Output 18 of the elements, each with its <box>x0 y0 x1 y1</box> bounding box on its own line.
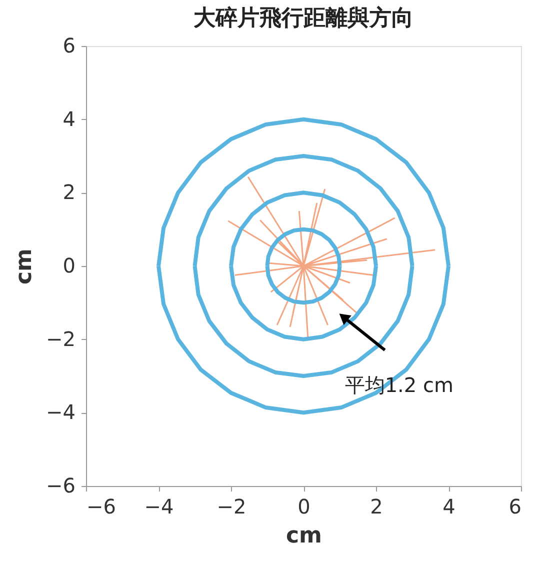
y-tick-label: −6 <box>46 474 76 498</box>
x-tick-label: −4 <box>144 494 174 518</box>
x-tick-label: −2 <box>216 494 246 518</box>
chart-title: 大碎片飛行距離與方向 <box>194 5 414 31</box>
y-tick-label: 6 <box>62 34 76 58</box>
y-axis-title: cm <box>12 248 38 284</box>
y-tick-label: 4 <box>62 106 76 131</box>
y-tick-label: −4 <box>46 400 76 424</box>
y-tick-label: 0 <box>62 254 76 278</box>
x-tick-label: 4 <box>442 494 456 518</box>
y-tick-label: −2 <box>46 326 76 351</box>
annotation: 平均1.2 cm <box>344 373 454 398</box>
x-tick-label: 0 <box>298 494 310 518</box>
x-axis-title: cm <box>286 524 322 548</box>
y-tick-label: 2 <box>62 180 76 204</box>
x-tick-label: 6 <box>508 494 522 518</box>
x-tick-label: 2 <box>370 494 383 518</box>
x-tick-label: −6 <box>86 494 116 518</box>
